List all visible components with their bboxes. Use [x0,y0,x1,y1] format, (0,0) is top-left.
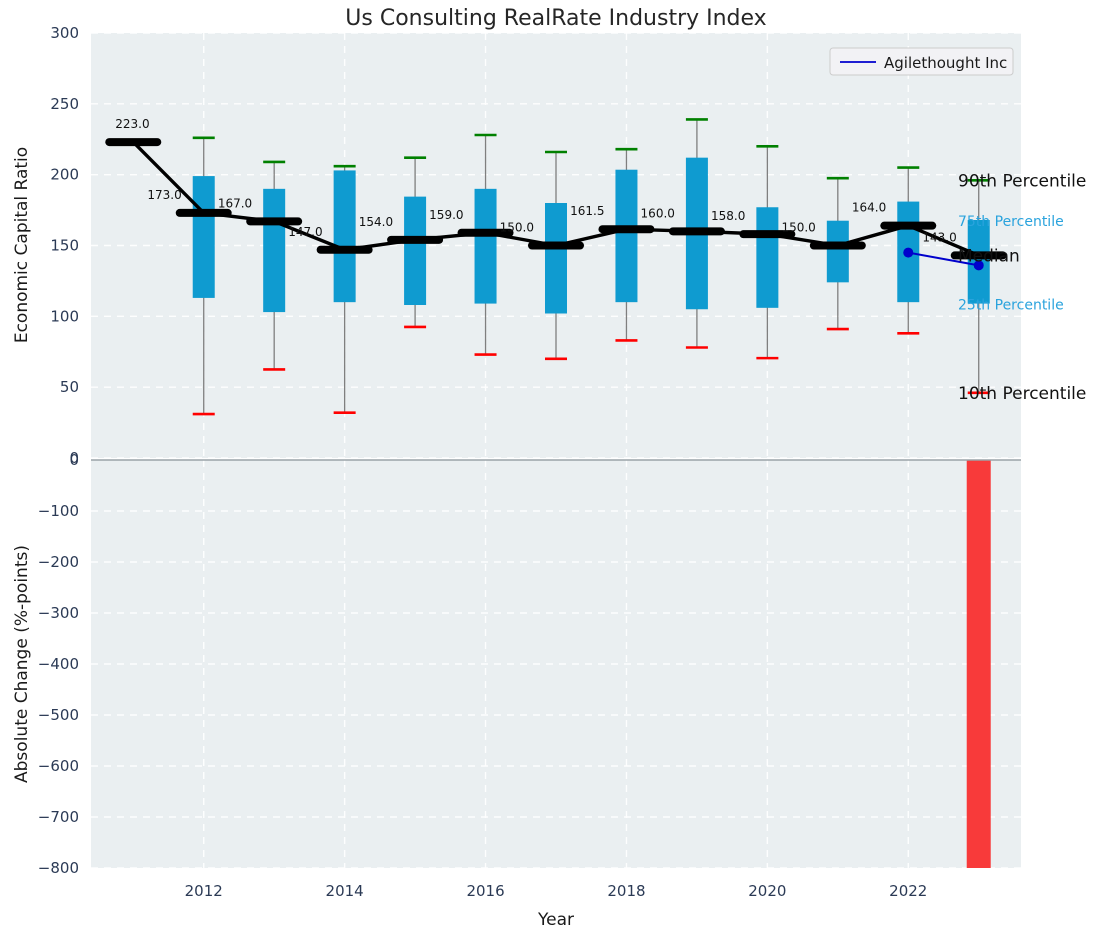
median-value-label: 150.0 [781,221,815,235]
y-tick-label: 200 [50,166,79,184]
chart-title: Us Consulting RealRate Industry Index [345,6,766,31]
y-tick-label: 100 [50,307,79,325]
box-iqr [474,188,497,304]
y-tick-label: −100 [38,502,79,520]
median-value-label: 154.0 [359,215,393,229]
chart-legend[interactable]: Agilethought Inc [829,47,1014,76]
box-iqr [545,203,567,314]
company-data-point [903,247,914,258]
x-tick-label: 2016 [466,882,504,900]
median-value-label: 150.0 [500,221,534,235]
y-tick-label: −500 [38,706,79,724]
upper-y-axis-title: Economic Capital Ratio [12,147,32,343]
box-iqr [192,176,215,298]
median-value-label: 173.0 [147,188,181,202]
x-tick-label: 2020 [748,882,786,900]
annotation-10th: 10th Percentile [958,384,1086,404]
y-tick-label: −400 [38,655,79,673]
box-plot-item [333,164,356,414]
box-iqr [263,188,286,313]
lower-x-gridlines [203,460,909,868]
x-tick-label: 2012 [185,882,223,900]
box-iqr [404,196,427,305]
x-tick-label: 2014 [326,882,364,900]
x-axis-title: Year [537,910,574,930]
median-value-label: 158.0 [711,209,745,223]
annotation-median: Median [958,246,1020,266]
lower-y-axis-title: Absolute Change (%-points) [12,545,32,783]
y-tick-label: 300 [50,24,79,42]
company-data-point [973,260,984,271]
absolute-change-bars [966,460,991,868]
y-tick-label: 250 [50,95,79,113]
median-value-labels: 223.0 173.0 167.0 147.0 154.0 159.0 150.0 161.5… [115,117,956,244]
median-value-label: 159.0 [429,208,463,222]
lower-y-tick-labels: 0 −100 −200 −300 −400 −500 −600 −700 −800 [38,451,79,877]
lower-plot-background [91,460,1021,868]
annotation-90th: 90th Percentile [958,171,1086,191]
median-value-label: 147.0 [288,225,322,239]
median-line-group [105,138,1007,260]
y-tick-label: 0 [69,449,79,467]
median-value-label: 161.5 [570,204,604,218]
x-axis: 2012 2014 2016 2018 2020 2022 Year [185,882,928,930]
box-plot-item [474,133,497,356]
y-tick-label: −800 [38,859,79,877]
box-iqr [615,169,638,303]
y-tick-label: −700 [38,808,79,826]
x-tick-label: 2018 [607,882,645,900]
box-plot-item [826,176,849,331]
y-tick-label: −300 [38,604,79,622]
upper-panel: 0 50 100 150 200 250 300 223.0 173.0 167.0 147.0 1… [12,24,1086,467]
y-tick-label: 0 [69,451,79,469]
y-tick-label: −600 [38,757,79,775]
x-tick-labels: 2012 2014 2016 2018 2020 2022 [185,882,928,900]
median-value-label: 167.0 [218,196,252,210]
percentile-annotations: 90th Percentile 75th Percentile Median 25th… [958,171,1086,404]
y-tick-label: 150 [50,237,79,255]
median-value-label: 223.0 [115,117,149,131]
median-value-label: 160.0 [641,206,675,220]
annotation-75th: 75th Percentile [958,214,1064,230]
x-tick-label: 2022 [889,882,927,900]
median-value-label: 164.0 [852,201,886,215]
absolute-change-bar [966,460,991,868]
company-series-line [903,247,984,271]
annotation-25th: 25th Percentile [958,298,1064,314]
box-iqr [756,207,779,308]
box-iqr [826,220,849,283]
y-tick-label: −200 [38,553,79,571]
median-value-label: 143.0 [922,230,956,244]
company-polyline [908,251,979,267]
y-tick-label: 50 [60,378,79,396]
upper-y-tick-labels: 0 50 100 150 200 250 300 [50,24,79,467]
box-plot-item [615,147,638,342]
legend-box [829,47,1014,76]
legend-entry-label: Agilethought Inc [884,54,1007,72]
box-plot-item [545,150,567,361]
box-iqr [333,170,356,303]
lower-panel: 0 −100 −200 −300 −400 −500 −600 −700 −800 Absolu… [12,451,1021,877]
